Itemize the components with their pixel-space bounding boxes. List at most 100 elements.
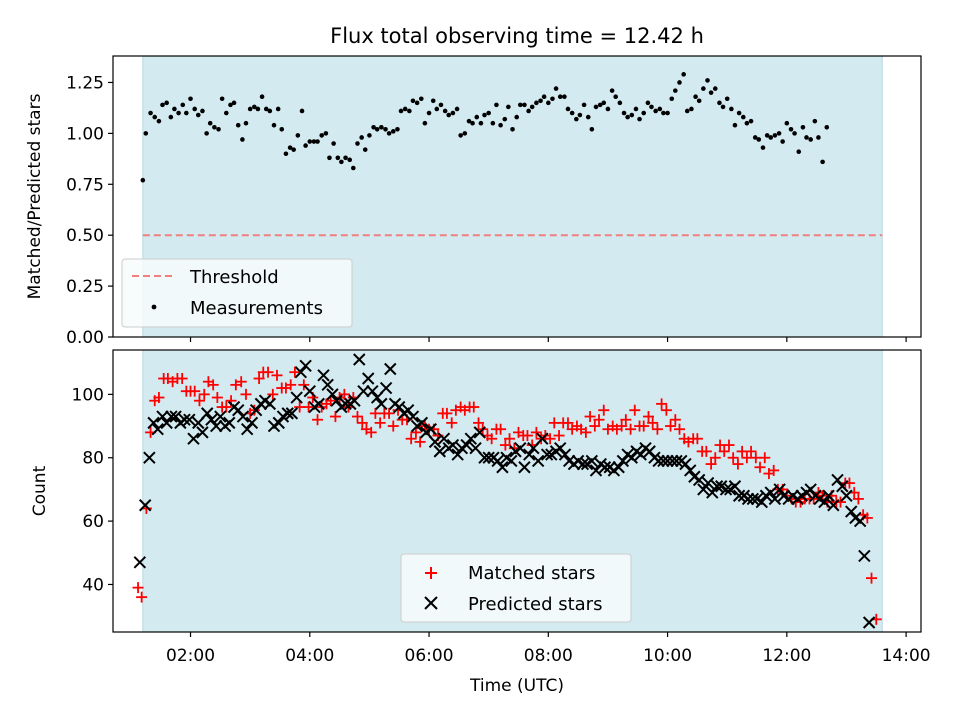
- measurement-point: [255, 106, 261, 112]
- measurement-point: [490, 120, 496, 126]
- matched-star-point: [642, 411, 654, 423]
- predicted-star-point: [272, 416, 285, 430]
- measurement-point: [454, 106, 460, 112]
- predicted-star-point: [281, 407, 294, 420]
- predicted-star-point: [755, 495, 768, 509]
- measurement-point: [327, 155, 332, 161]
- measurement-point: [736, 110, 742, 116]
- predicted-star-point: [836, 480, 849, 493]
- measurement-point: [494, 102, 499, 108]
- measurement-point: [717, 100, 722, 106]
- predicted-star-point: [393, 400, 406, 414]
- predicted-star-point: [240, 423, 254, 436]
- measurement-point: [534, 100, 539, 106]
- matched-star-point: [198, 388, 210, 400]
- matched-star-point: [468, 401, 480, 413]
- predicted-star-point: [370, 391, 384, 404]
- measurement-point: [140, 177, 146, 183]
- predicted-star-point: [732, 489, 746, 502]
- matched-star-point: [193, 395, 205, 407]
- measurement-point: [482, 112, 487, 118]
- predicted-star-point: [531, 454, 545, 468]
- measurement-point: [204, 131, 209, 136]
- measurement-point: [820, 159, 825, 165]
- matched-star-point: [553, 430, 565, 442]
- matched-star-point: [486, 433, 498, 445]
- measurement-point: [729, 106, 734, 112]
- ratio-y-ticks: 0.00 0.25 0.50 0.75 1.00 1.25: [66, 73, 113, 348]
- measurement-point: [609, 88, 615, 93]
- predicted-star-point: [415, 416, 429, 430]
- measurement-point: [311, 139, 317, 144]
- predicted-star-point: [326, 388, 339, 401]
- measurement-point: [705, 78, 710, 83]
- measurement-point: [407, 108, 412, 114]
- matched-star-point: [414, 436, 426, 448]
- measurement-point: [562, 94, 567, 100]
- predicted-star-point: [464, 432, 477, 445]
- matched-star-point: [705, 458, 717, 470]
- measurement-point: [585, 114, 591, 120]
- measurement-point: [379, 124, 384, 130]
- matched-star-point: [504, 433, 516, 445]
- count-y-axis-label: Count: [30, 465, 50, 516]
- measurement-point: [601, 100, 607, 106]
- predicted-star-point: [294, 365, 308, 379]
- matched-star-point: [220, 401, 232, 413]
- measurement-point: [426, 110, 432, 116]
- measurement-point: [275, 106, 281, 112]
- measurement-point: [184, 110, 189, 116]
- predicted-star-point: [232, 403, 245, 417]
- matched-legend-swatch: [425, 567, 437, 579]
- measurement-point: [696, 98, 702, 104]
- matched-star-point: [656, 398, 668, 410]
- measurement-point: [180, 102, 186, 108]
- measurement-point: [430, 98, 436, 104]
- predicted-star-point: [527, 442, 540, 455]
- predicted-star-point: [661, 454, 674, 468]
- count-legend-box: [400, 553, 632, 623]
- predicted-star-point: [684, 464, 697, 477]
- matched-star-point: [638, 420, 650, 432]
- predicted-star-point: [719, 483, 733, 496]
- matched-star-point: [521, 430, 533, 442]
- matched-star-point: [441, 407, 453, 419]
- measurement-point: [160, 102, 165, 108]
- predicted-star-point: [214, 410, 227, 423]
- matched-star-point: [629, 404, 641, 416]
- predicted-star-point: [433, 445, 446, 458]
- measurement-point: [152, 114, 158, 120]
- measurement-point: [574, 116, 579, 122]
- matched-star-point: [338, 388, 350, 400]
- predicted-star-point: [670, 454, 683, 468]
- predicted-star-point: [728, 480, 742, 493]
- predicted-star-point: [299, 359, 312, 373]
- measurement-point: [669, 96, 675, 102]
- measurement-point: [625, 114, 630, 120]
- predicted-star-point: [192, 416, 205, 430]
- predicted-star-point: [317, 369, 330, 382]
- measurement-point: [689, 106, 694, 112]
- y-tick-label: 0.75: [66, 175, 104, 195]
- predicted-star-point: [652, 454, 665, 468]
- matched-star-point: [365, 426, 377, 438]
- measurement-point: [522, 102, 527, 108]
- x-tick-label: 06:00: [405, 646, 454, 666]
- predicted-star-point: [147, 416, 160, 430]
- measurement-point: [466, 118, 472, 124]
- predicted-star-point: [478, 451, 491, 464]
- measurement-point: [486, 110, 491, 116]
- measurement-point: [637, 116, 642, 122]
- measurement-point: [410, 98, 416, 104]
- predicted-star-point: [165, 410, 178, 423]
- matched-star-point: [189, 385, 201, 397]
- measurement-point: [303, 143, 308, 148]
- predicted-star-point: [169, 410, 182, 423]
- ratio-legend-box: [121, 258, 353, 328]
- matched-star-point: [584, 411, 596, 423]
- count-panel: 40 60 80 100 02:00 04:00 06:00 08:00 10:00 12:00…: [30, 349, 931, 696]
- predicted-star-point: [196, 426, 209, 439]
- measurement-point: [418, 96, 424, 102]
- measurement-point: [732, 122, 738, 128]
